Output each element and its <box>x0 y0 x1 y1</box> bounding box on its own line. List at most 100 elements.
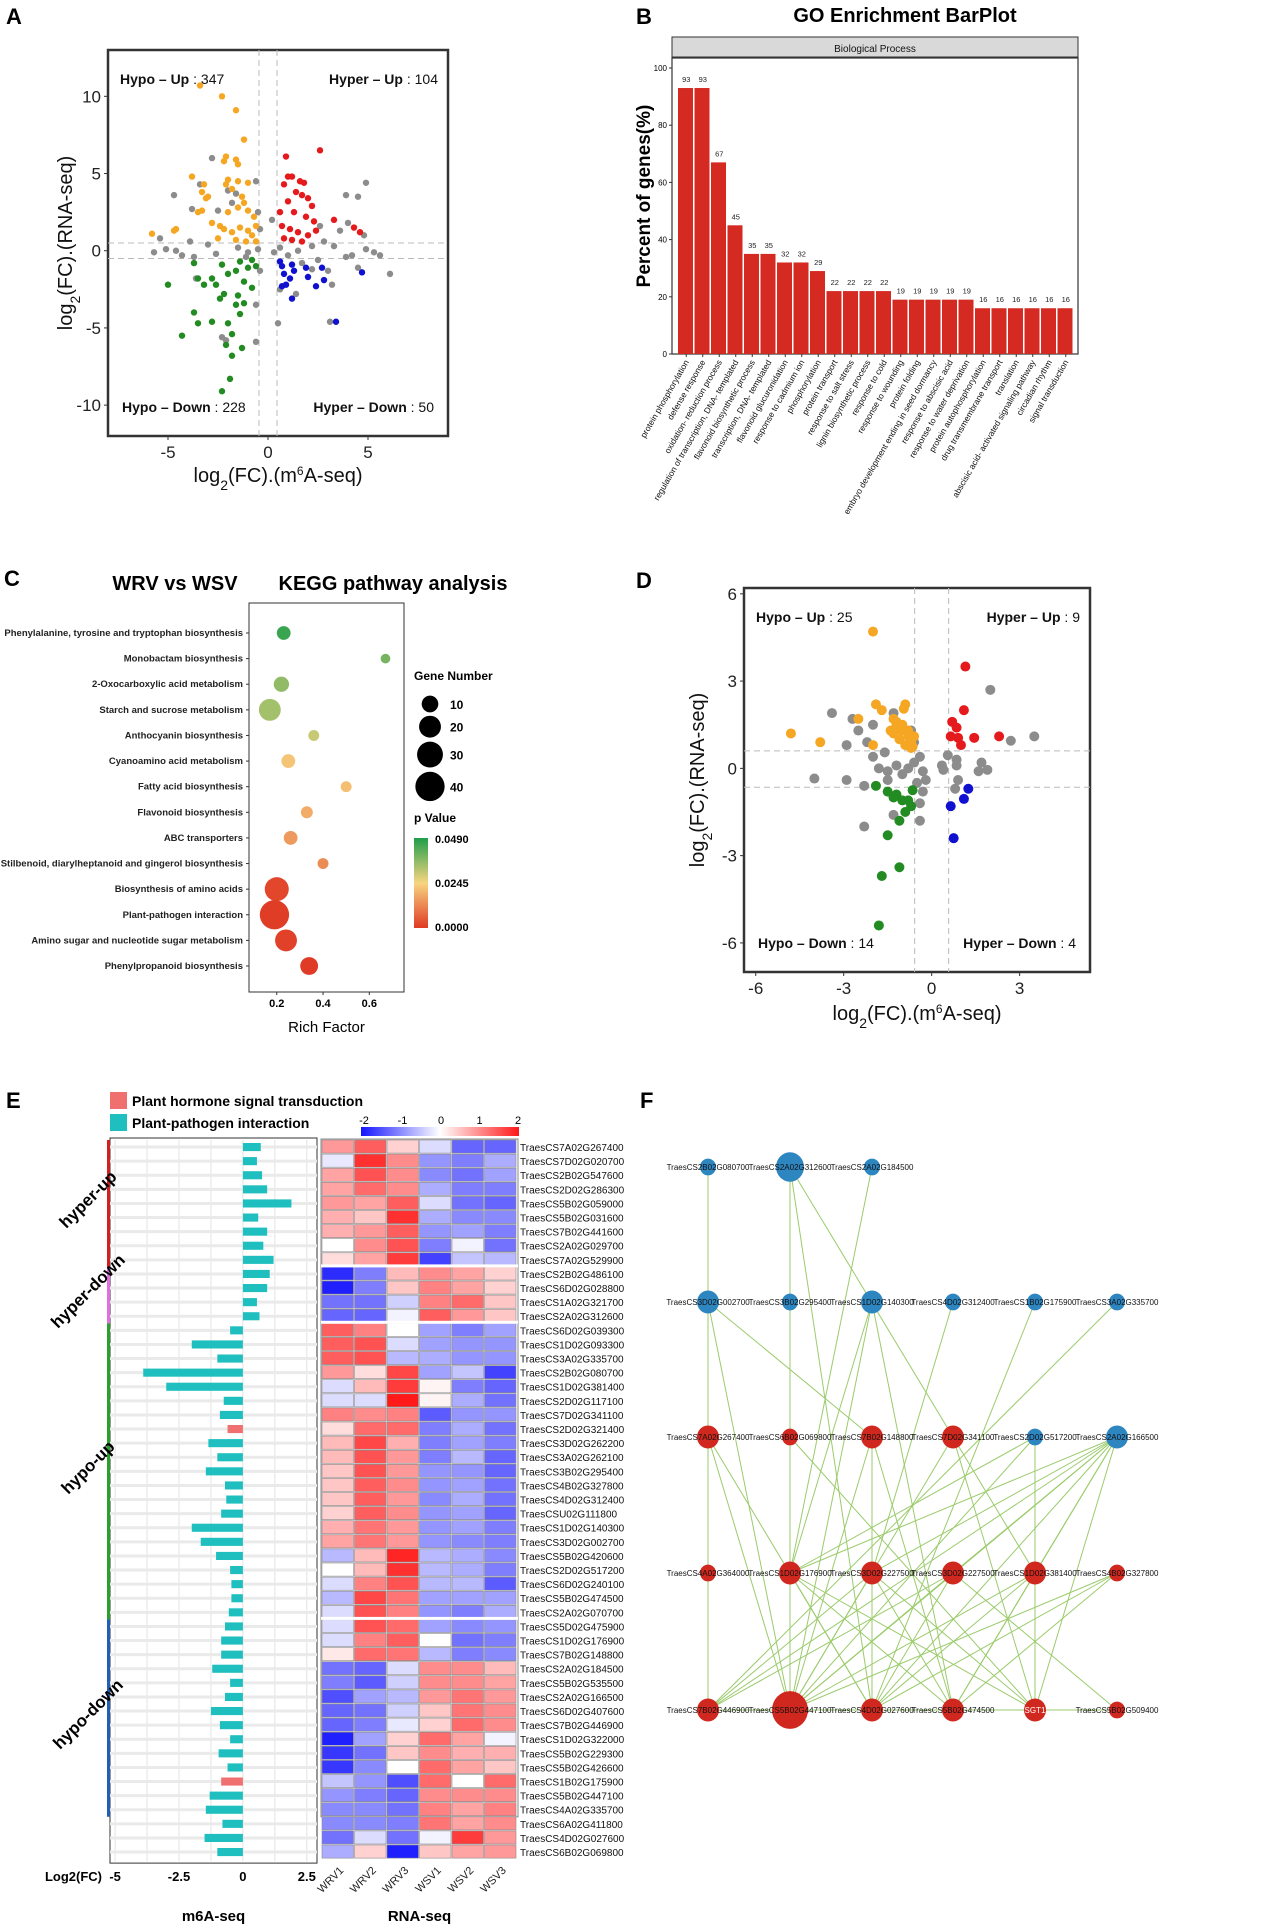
bar <box>925 299 941 354</box>
bubble <box>300 806 313 819</box>
data-point <box>220 290 228 298</box>
node-label: TraesCS1D02G381400 <box>993 1569 1077 1578</box>
heatmap-cell <box>386 1745 419 1760</box>
heatmap-row-label: TraesCS6D02G240100 <box>520 1580 625 1591</box>
heatmap-cell <box>321 1365 354 1380</box>
heatmap-scale-label: 1 <box>476 1115 482 1127</box>
bar <box>212 1664 243 1673</box>
bar <box>223 1396 243 1405</box>
data-point <box>920 775 931 785</box>
network-node: TraesCS2D02G517200 <box>993 1428 1077 1446</box>
data-point <box>150 249 158 256</box>
data-point <box>348 252 356 259</box>
bar <box>678 88 693 355</box>
network-edge <box>707 1572 954 1711</box>
heatmap-row-label: TraesCS7B02G441600 <box>520 1228 624 1239</box>
heatmap-cell <box>484 1280 517 1295</box>
y-tick-label: Stilbenoid, diarylheptanoid and gingerol… <box>1 859 243 870</box>
data-point <box>907 741 918 752</box>
data-point <box>248 256 256 264</box>
data-point <box>314 256 322 264</box>
heatmap-cell <box>484 1844 517 1859</box>
node-label: TraesCS7B02G446900 <box>667 1706 750 1715</box>
heatmap-cell <box>419 1604 452 1619</box>
data-point <box>294 247 302 254</box>
data-point <box>873 763 884 774</box>
heatmap-cell <box>386 1238 419 1253</box>
heatmap-cell <box>386 1590 419 1605</box>
data-point <box>254 208 262 216</box>
network-node: TraesCS3A02G335700 <box>1076 1293 1159 1311</box>
heatmap-cell <box>451 1731 484 1746</box>
data-point <box>204 241 212 248</box>
bar <box>221 1777 243 1786</box>
network-edge <box>707 1436 1118 1711</box>
panel-letter-c: C <box>4 566 20 591</box>
bar <box>222 1819 243 1828</box>
heatmap-cell <box>321 1619 354 1633</box>
heatmap-cell <box>321 1407 354 1422</box>
heatmap-cell <box>354 1463 387 1478</box>
data-point <box>354 193 362 200</box>
data-point <box>286 225 294 233</box>
heatmap-cell <box>484 1703 517 1718</box>
heatmap-cell <box>386 1323 419 1337</box>
heatmap-row-label: TraesCS7D02G020700 <box>520 1157 625 1168</box>
data-point <box>859 780 870 791</box>
node-label: TraesCS6B02G069800 <box>749 1433 832 1442</box>
data-point <box>278 222 286 230</box>
network-node: TraesCS1D02G381400 <box>993 1561 1077 1585</box>
x-tick-label: 5 <box>363 443 372 462</box>
color-legend-bar <box>414 838 428 928</box>
size-legend-swatch <box>417 741 443 768</box>
heatmap-column-label: WRV2 <box>348 1865 379 1896</box>
bubble <box>340 781 352 793</box>
node-label: TraesCS5B02G447100 <box>749 1706 832 1715</box>
y-tick-label: Phenylpropanoid biosynthesis <box>105 961 243 972</box>
heatmap-cell <box>484 1139 517 1154</box>
heatmap-cell <box>321 1647 354 1661</box>
chart-title: GO Enrichment BarPlot <box>793 5 1017 27</box>
heatmap-cell <box>386 1619 419 1633</box>
data-point <box>312 283 320 290</box>
heatmap-cell <box>419 1590 452 1605</box>
heatmap-cell <box>354 1562 387 1577</box>
heatmap-row-label: TraesCS7B02G148800 <box>520 1651 624 1662</box>
bar <box>208 1439 243 1448</box>
node-circle <box>945 1293 961 1311</box>
node-circle <box>772 1691 808 1729</box>
data-point <box>212 281 220 288</box>
heatmap-cell <box>321 1506 354 1521</box>
group-bar-hyper-up <box>107 1140 110 1267</box>
data-point <box>882 775 893 785</box>
heatmap-cell <box>419 1224 452 1239</box>
node-label: TraesCS3D02G227500 <box>830 1569 914 1578</box>
heatmap-cell <box>484 1449 517 1464</box>
network-edge <box>789 1436 873 1711</box>
size-legend-label: 20 <box>450 721 464 735</box>
bar-value-label: 16 <box>1029 295 1037 304</box>
bar-value-label: 16 <box>1062 295 1070 304</box>
data-point <box>232 236 240 244</box>
panel-letter-d: D <box>636 568 652 593</box>
heatmap-cell <box>386 1308 419 1323</box>
heatmap-cell <box>386 1351 419 1365</box>
bar <box>859 291 875 354</box>
data-point <box>953 775 964 785</box>
y-tick-label: 0 <box>663 350 668 359</box>
heatmap-group-gap <box>321 1616 518 1620</box>
heatmap-cell <box>451 1153 484 1168</box>
network-edge <box>789 1301 873 1574</box>
data-point <box>270 249 278 256</box>
heatmap-cell <box>451 1182 484 1196</box>
data-point <box>172 225 180 233</box>
heatmap-row-label: TraesCS7D02G341100 <box>520 1411 624 1422</box>
heatmap-cell <box>484 1562 517 1577</box>
heatmap-cell <box>451 1647 484 1661</box>
heatmap-row-label: TraesCS6D02G039300 <box>520 1326 625 1337</box>
bar <box>760 253 776 354</box>
heatmap-row-label: TraesCS4A02G335700 <box>520 1806 624 1817</box>
data-point <box>220 157 228 165</box>
heatmap-cell <box>484 1210 517 1224</box>
heatmap-cell <box>419 1182 452 1196</box>
